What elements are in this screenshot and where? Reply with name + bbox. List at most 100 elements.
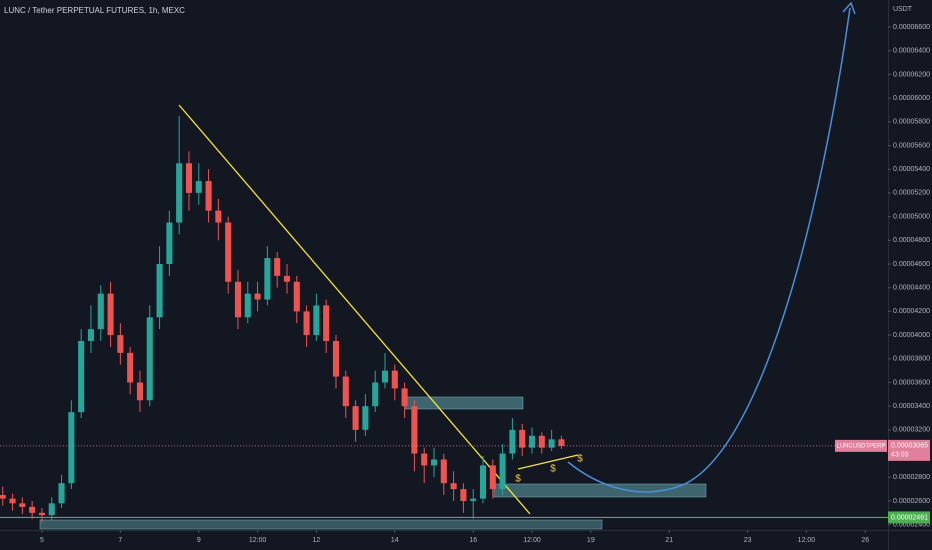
x-tick-label: 16 <box>469 537 477 544</box>
candle-body <box>470 498 477 501</box>
drawings <box>39 1 856 530</box>
annotation: $ <box>515 474 521 485</box>
candle-body <box>538 435 545 448</box>
symbol-label: LUNCUSDTPERP <box>836 443 885 449</box>
candle-body <box>362 406 369 430</box>
y-tick-label: 0.00005200 <box>893 190 930 197</box>
trend-line <box>517 454 579 470</box>
y-unit: USDT <box>893 6 913 13</box>
candle-body <box>342 376 349 407</box>
candle-body <box>97 293 104 330</box>
x-tick-label: 5 <box>40 537 44 544</box>
y-tick-label: 0.00004600 <box>893 261 930 268</box>
candle-body <box>127 352 134 383</box>
candle-body <box>215 210 222 223</box>
symbol-label-bg <box>835 439 887 452</box>
y-tick-label: 0.00003400 <box>893 403 930 410</box>
arrow-head <box>842 1 856 15</box>
x-tick-label: 23 <box>744 537 752 544</box>
candle-body <box>205 181 212 211</box>
candle-body <box>303 311 310 336</box>
y-tick-label: 0.00003200 <box>893 427 930 434</box>
x-tick-label: 12:00 <box>798 537 816 544</box>
x-tick-label: 7 <box>118 537 122 544</box>
y-tick-label: 0.00004200 <box>893 308 930 315</box>
y-tick-label: 0.00002800 <box>893 474 930 481</box>
y-tick-label: 0.00005000 <box>893 213 930 220</box>
candle-body <box>519 429 526 448</box>
x-tick-label: 9 <box>197 537 201 544</box>
x-tick-label: 19 <box>587 537 595 544</box>
candle-body <box>313 305 320 336</box>
y-tick-label: 0.00006400 <box>893 48 930 55</box>
candle-body <box>499 453 506 490</box>
candle-body <box>460 489 467 501</box>
candle-body <box>166 222 173 264</box>
candle-body <box>254 293 261 300</box>
candle-body <box>528 435 536 448</box>
y-tick-label: 0.00006200 <box>893 71 930 78</box>
candle-body <box>156 263 163 318</box>
candle-body <box>489 465 496 490</box>
x-tick-label: 12:00 <box>249 537 267 544</box>
candle-body <box>185 163 193 193</box>
candle-body <box>0 495 6 499</box>
chart-title: LUNC / Tether PERPETUAL FUTURES, 1h, MEX… <box>4 6 185 15</box>
candle-body <box>430 459 438 466</box>
x-tick-label: 12:00 <box>523 537 541 544</box>
candle-body <box>323 305 330 342</box>
y-tick-label: 0.00003600 <box>893 379 930 386</box>
candle-body <box>450 483 457 490</box>
candle-body <box>558 439 565 446</box>
candle-body <box>225 222 232 282</box>
candle-body <box>195 181 202 193</box>
y-tick-label: 0.00003800 <box>893 356 930 363</box>
price-label-bg <box>888 511 930 524</box>
candle-body <box>29 506 36 513</box>
countdown-label: 43:03 <box>891 452 909 459</box>
annotation: $ <box>550 464 556 475</box>
y-tick-label: 0.00004800 <box>893 237 930 244</box>
candle-body <box>293 281 300 312</box>
candle-body <box>68 412 75 484</box>
candle-body <box>509 429 516 454</box>
candle-body <box>234 281 242 318</box>
y-tick-label: 0.00004400 <box>893 285 930 292</box>
price-label: 0.00003065 <box>891 443 928 450</box>
candle-body <box>332 341 340 377</box>
candle-body <box>9 498 16 504</box>
y-tick-label: 0.00006600 <box>893 24 930 31</box>
x-tick-label: 14 <box>391 537 399 544</box>
candle-body <box>401 388 408 407</box>
price-label: 0.00002461 <box>891 514 928 521</box>
candle-body <box>264 258 271 300</box>
candle-body <box>176 163 183 223</box>
projection-curve <box>567 7 851 493</box>
candle-body <box>381 370 389 383</box>
zone-box <box>404 396 524 410</box>
candle-body <box>372 382 379 407</box>
candle-body <box>411 406 418 454</box>
candle-body <box>78 341 85 413</box>
x-tick-label: 26 <box>861 537 869 544</box>
candle-body <box>48 503 55 516</box>
y-tick-label: 0.00002400 <box>893 522 930 529</box>
x-tick-label: 12 <box>312 537 320 544</box>
candles <box>0 115 565 523</box>
price-label-bg <box>888 439 930 461</box>
candle-body <box>548 439 555 448</box>
candle-body <box>352 406 359 430</box>
candle-body <box>136 382 144 401</box>
candle-body <box>146 317 153 401</box>
y-tick-label: 0.00004000 <box>893 332 930 339</box>
y-tick-label: 0.00005800 <box>893 119 930 126</box>
candle-body <box>58 483 65 504</box>
candle-body <box>274 258 281 276</box>
zone-box <box>493 483 707 498</box>
candle-body <box>421 453 428 466</box>
x-tick-label: 21 <box>665 537 673 544</box>
candle-body <box>117 335 124 353</box>
y-tick-label: 0.00005400 <box>893 166 930 173</box>
